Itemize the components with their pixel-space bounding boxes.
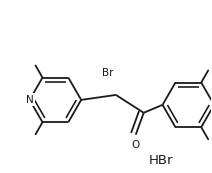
Text: N: N xyxy=(26,95,33,105)
Text: HBr: HBr xyxy=(148,154,173,167)
Text: Br: Br xyxy=(102,68,114,78)
Text: O: O xyxy=(132,140,140,149)
